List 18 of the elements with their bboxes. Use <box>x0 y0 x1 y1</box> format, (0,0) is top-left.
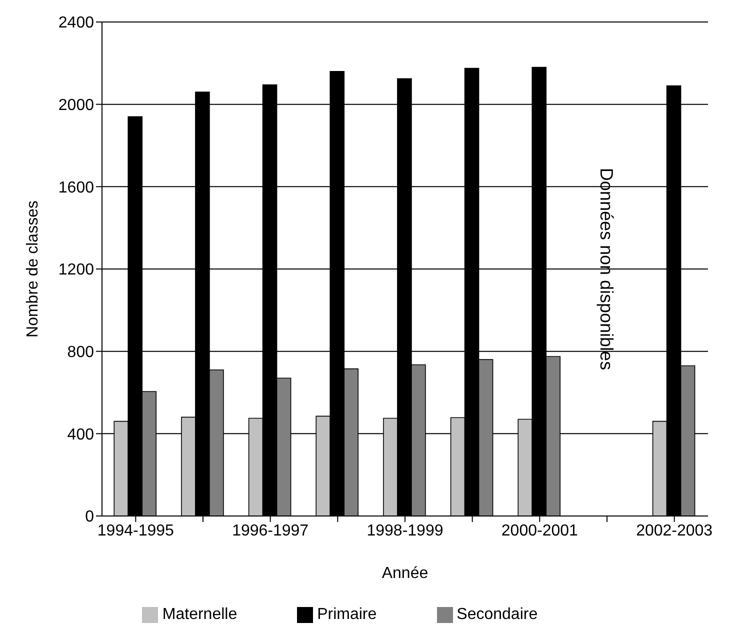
legend-label: Maternelle <box>162 606 238 623</box>
x-tick-label: 2002-2003 <box>636 522 713 540</box>
y-tick-label: 1200 <box>58 262 94 279</box>
y-tick-label: 1600 <box>58 179 94 196</box>
legend-label: Primaire <box>317 606 377 623</box>
x-tick-label: 1994-1995 <box>97 522 174 540</box>
y-tick-label: 800 <box>67 344 94 362</box>
legend-label: Secondaire <box>456 606 538 623</box>
y-tick-label: 2400 <box>58 14 94 32</box>
y-tick-label: 2000 <box>58 97 94 114</box>
y-axis-title: Nombre de classes <box>24 200 42 338</box>
x-axis-title: Année <box>382 565 428 582</box>
annotation: Données non disponibles <box>596 168 617 370</box>
x-tick-label: 1996-1997 <box>232 522 309 540</box>
y-tick-label: 0 <box>85 508 94 526</box>
x-tick-label: 2000-2001 <box>501 522 578 540</box>
y-tick-label: 400 <box>67 426 94 444</box>
x-tick-label: 1998-1999 <box>366 522 444 540</box>
